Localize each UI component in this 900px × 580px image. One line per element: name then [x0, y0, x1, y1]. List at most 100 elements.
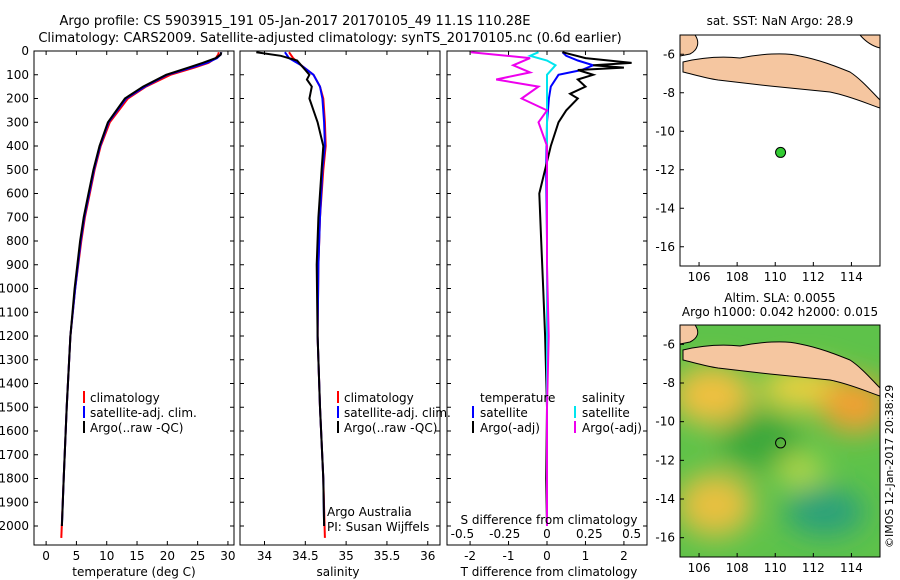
x-tick-label: 25	[190, 549, 205, 563]
sla-blob-warm-southwest	[680, 473, 753, 537]
map-x-tick-label: 112	[802, 561, 825, 575]
legend-swatch-temp-satellite	[472, 406, 474, 418]
sst-map-ticks: 106 108 110 112 114 -6 -8 -10 -12 -14 -16	[655, 47, 862, 284]
difference-legend-left: temperature satellite Argo(-adj)	[472, 391, 555, 435]
sst-map-title: sat. SST: NaN Argo: 28.9	[707, 14, 854, 28]
y-tick-label: 1500	[0, 400, 29, 414]
difference-legend-right: salinity satellite Argo(-adj)	[574, 391, 642, 435]
temperature-axis-ticks: 0 5 10 15 20 25 30	[42, 51, 236, 563]
series-line-satellite	[284, 51, 326, 527]
series-line-climatology	[60, 51, 220, 538]
legend-label-argo: Argo(..raw -QC)	[90, 421, 183, 435]
y-tick-label: 800	[6, 234, 29, 248]
map-y-tick-label: -8	[663, 376, 675, 390]
legend-swatch-climatology	[83, 391, 85, 403]
argo-float-location-sla	[775, 437, 787, 449]
t-difference-label: T difference from climatology	[460, 565, 638, 579]
series-line-argo	[256, 51, 326, 527]
difference-depth-ticks	[447, 50, 647, 527]
y-tick-label: 1700	[0, 448, 29, 462]
series-line-satellite	[60, 51, 223, 527]
y-tick-label: 1000	[0, 282, 29, 296]
legend-label-argo: Argo(..raw -QC)	[344, 421, 437, 435]
map-x-tick-label: 108	[726, 270, 749, 284]
s-diff-tick-label: -0.5	[451, 527, 474, 541]
salinity-axis-ticks: 34 34.5 35 35.5 36	[257, 51, 435, 563]
x-tick-label: -1	[503, 549, 515, 563]
y-tick-label: 0	[21, 44, 29, 58]
y-tick-label: 900	[6, 258, 29, 272]
y-tick-label: 1100	[0, 305, 29, 319]
y-tick-label: 700	[6, 210, 29, 224]
sla-blob-yellow-mid	[776, 454, 824, 486]
legend-swatch-temp-argo	[472, 421, 474, 433]
sla-map-panel: Altim. SLA: 0.0055 Argo h1000: 0.042 h20…	[655, 291, 881, 575]
x-tick-label: 30	[220, 549, 235, 563]
map-y-tick-label: -12	[655, 163, 675, 177]
x-tick-label: 35.5	[374, 549, 401, 563]
map-x-tick-label: 110	[764, 270, 787, 284]
sla-map-title-line2: Argo h1000: 0.042 h2000: 0.015	[682, 305, 878, 319]
x-tick-label: 20	[160, 549, 175, 563]
map-y-tick-label: -6	[663, 47, 675, 61]
x-tick-label: 1	[582, 549, 590, 563]
map-x-tick-label: 106	[688, 270, 711, 284]
kalimantan-edge	[859, 35, 880, 49]
x-tick-label: 5	[73, 549, 81, 563]
x-tick-label: 0	[543, 549, 551, 563]
difference-axis-ticks: -2 -1 0 1 2	[464, 51, 628, 563]
legend-swatch-satellite	[337, 406, 339, 418]
s-diff-tick-label: 0	[543, 527, 551, 541]
header-line1: Argo profile: CS 5903915_191 05-Jan-2017…	[59, 14, 530, 29]
series-line-climatology	[288, 51, 327, 538]
map-x-tick-label: 106	[688, 561, 711, 575]
sla-blob-green-center	[720, 410, 800, 470]
s-diff-tick-label: -0.25	[489, 527, 520, 541]
x-tick-label: 34	[257, 549, 272, 563]
legend-swatch-climatology	[337, 391, 339, 403]
legend-swatch-satellite	[83, 406, 85, 418]
java-island	[682, 53, 880, 109]
x-tick-label: -2	[464, 549, 476, 563]
x-tick-label: 2	[620, 549, 628, 563]
sla-anomaly-blobs	[680, 365, 880, 537]
series-line-temperature-satellite	[545, 51, 597, 526]
sst-map-panel: sat. SST: NaN Argo: 28.9 106 108 110 112 114…	[655, 14, 881, 284]
legend-label-satellite: satellite-adj. clim.	[344, 406, 451, 420]
imos-credit: ©IMOS 12-Jan-2017 20:38:29	[883, 385, 896, 548]
y-tick-label: 200	[6, 92, 29, 106]
legend-label-sal-satellite: satellite	[582, 406, 630, 420]
s-diff-tick-label: 0.25	[576, 527, 603, 541]
depth-axis-ticks: 0 100 200 300 400 500 600 700 800 900 1000 1100 1200…	[0, 44, 234, 533]
map-y-tick-label: -16	[655, 531, 675, 545]
y-tick-label: 400	[6, 139, 29, 153]
s-difference-label: S difference from climatology	[461, 513, 638, 527]
x-tick-label: 36	[420, 549, 435, 563]
y-tick-label: 300	[6, 115, 29, 129]
x-tick-label: 0	[42, 549, 50, 563]
legend-swatch-argo	[337, 421, 339, 433]
sla-map-frame	[679, 324, 881, 558]
sla-map-ticks: 106 108 110 112 114 -6 -8 -10 -12 -14 -16	[655, 337, 862, 575]
y-tick-label: 1900	[0, 495, 29, 509]
map-x-tick-label: 112	[802, 270, 825, 284]
y-tick-label: 1300	[0, 353, 29, 367]
x-tick-label: 15	[129, 549, 144, 563]
map-y-tick-label: -8	[663, 86, 675, 100]
sst-map-land	[680, 35, 880, 109]
salinity-panel: 34 34.5 35 35.5 36 climatology satellite-adj…	[239, 50, 451, 579]
s-difference-tick-labels: -0.5 -0.25 0 0.25 0.5	[451, 527, 641, 541]
y-tick-label: 1600	[0, 424, 29, 438]
difference-profiles	[470, 51, 632, 527]
series-line-salinity-argo	[470, 51, 550, 526]
sla-blob-warm-west	[680, 365, 752, 425]
legend-label-climatology: climatology	[90, 391, 160, 405]
salinity-depth-ticks	[240, 50, 440, 527]
y-tick-label: 1800	[0, 472, 29, 486]
map-x-tick-label: 108	[726, 561, 749, 575]
legend-swatch-sal-satellite	[574, 406, 576, 418]
legend-swatch-sal-argo	[574, 421, 576, 433]
temperature-legend: climatology satellite-adj. clim. Argo(..…	[83, 391, 197, 435]
x-tick-label: 35	[338, 549, 353, 563]
y-tick-label: 500	[6, 163, 29, 177]
